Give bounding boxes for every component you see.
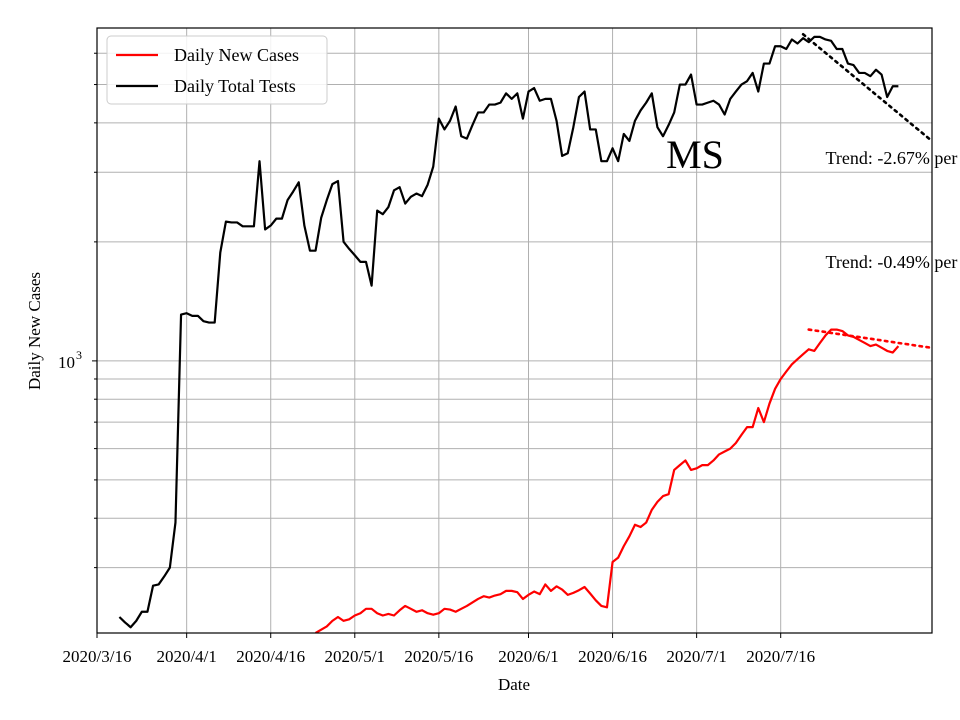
legend-label: Daily Total Tests [174,76,296,96]
y-axis-label: Daily New Cases [25,272,44,390]
series-line-0 [314,328,900,633]
x-tick-label: 2020/5/1 [325,647,385,666]
plot-area [118,32,932,633]
x-tick-label: 2020/7/16 [746,647,815,666]
trend-annotation: Trend: -2.67% per day [826,148,960,168]
x-tick-label: 2020/4/16 [236,647,305,666]
x-tick-label: 2020/4/1 [156,647,216,666]
x-tick-label: 2020/6/1 [498,647,558,666]
x-tick-label: 2020/6/16 [578,647,647,666]
trend-line-2 [807,328,932,350]
trend-line-3 [801,32,932,143]
x-tick-label: 2020/5/16 [404,647,473,666]
series-lines [118,32,932,633]
x-tick-label: 2020/7/1 [666,647,726,666]
x-axis: 2020/3/16 2020/4/1 2020/4/16 2020/5/1 2020/5… [63,633,815,666]
x-tick-label: 2020/3/16 [63,647,132,666]
legend-label: Daily New Cases [174,45,299,65]
state-annotation: MS [666,132,724,177]
plot-frame [96,27,933,634]
y-tick-label: 10 [58,353,75,372]
legend: Daily New Cases Daily Total Tests [106,35,328,105]
grid-lines [96,28,932,633]
y-tick-label-exponent: 3 [76,348,82,362]
x-axis-label: Date [498,675,530,694]
legend-box [106,35,328,105]
y-axis: 10 3 [58,52,97,569]
trend-annotations: Trend: -2.67% per day Trend: -0.49% per d… [826,148,960,272]
trend-annotation: Trend: -0.49% per day [826,252,960,272]
series-line-1 [118,35,899,629]
